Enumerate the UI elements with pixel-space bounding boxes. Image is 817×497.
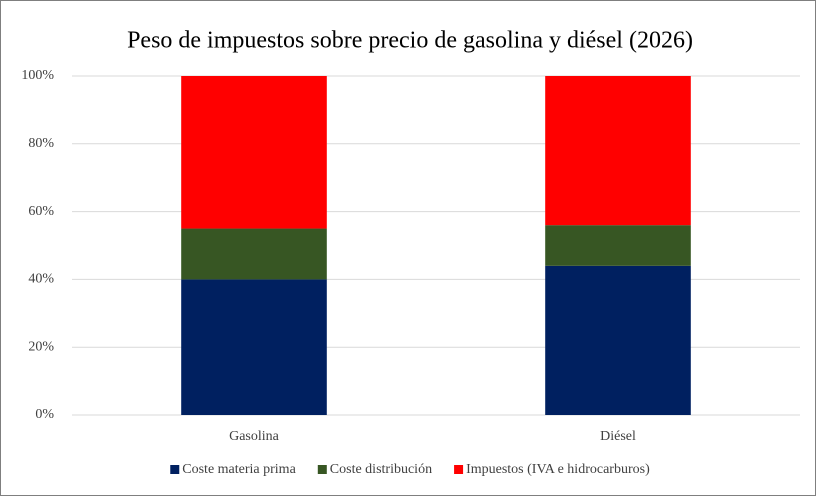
bar-segment [181, 279, 327, 415]
x-tick-label: Gasolina [229, 429, 280, 444]
y-tick-label: 0% [35, 407, 54, 422]
y-tick-label: 100% [21, 68, 54, 83]
y-tick-label: 80% [28, 136, 54, 151]
legend-swatch [454, 465, 464, 474]
bar-segment [545, 76, 691, 226]
legend-label: Impuestos (IVA e hidrocarburos) [466, 462, 650, 477]
legend-swatch [317, 465, 327, 474]
legend-label: Coste materia prima [182, 462, 296, 477]
y-tick-label: 40% [28, 272, 54, 287]
bar-segment [545, 225, 691, 266]
chart-title: Peso de impuestos sobre precio de gasoli… [127, 28, 693, 54]
bar-segment [181, 76, 327, 229]
legend-label: Coste distribución [330, 462, 432, 477]
legend-swatch [170, 465, 180, 474]
bar-segment [545, 265, 691, 415]
x-tick-label: Diésel [600, 429, 636, 444]
bar-segment [181, 228, 327, 280]
y-tick-label: 20% [28, 339, 54, 354]
y-tick-label: 60% [28, 204, 54, 219]
